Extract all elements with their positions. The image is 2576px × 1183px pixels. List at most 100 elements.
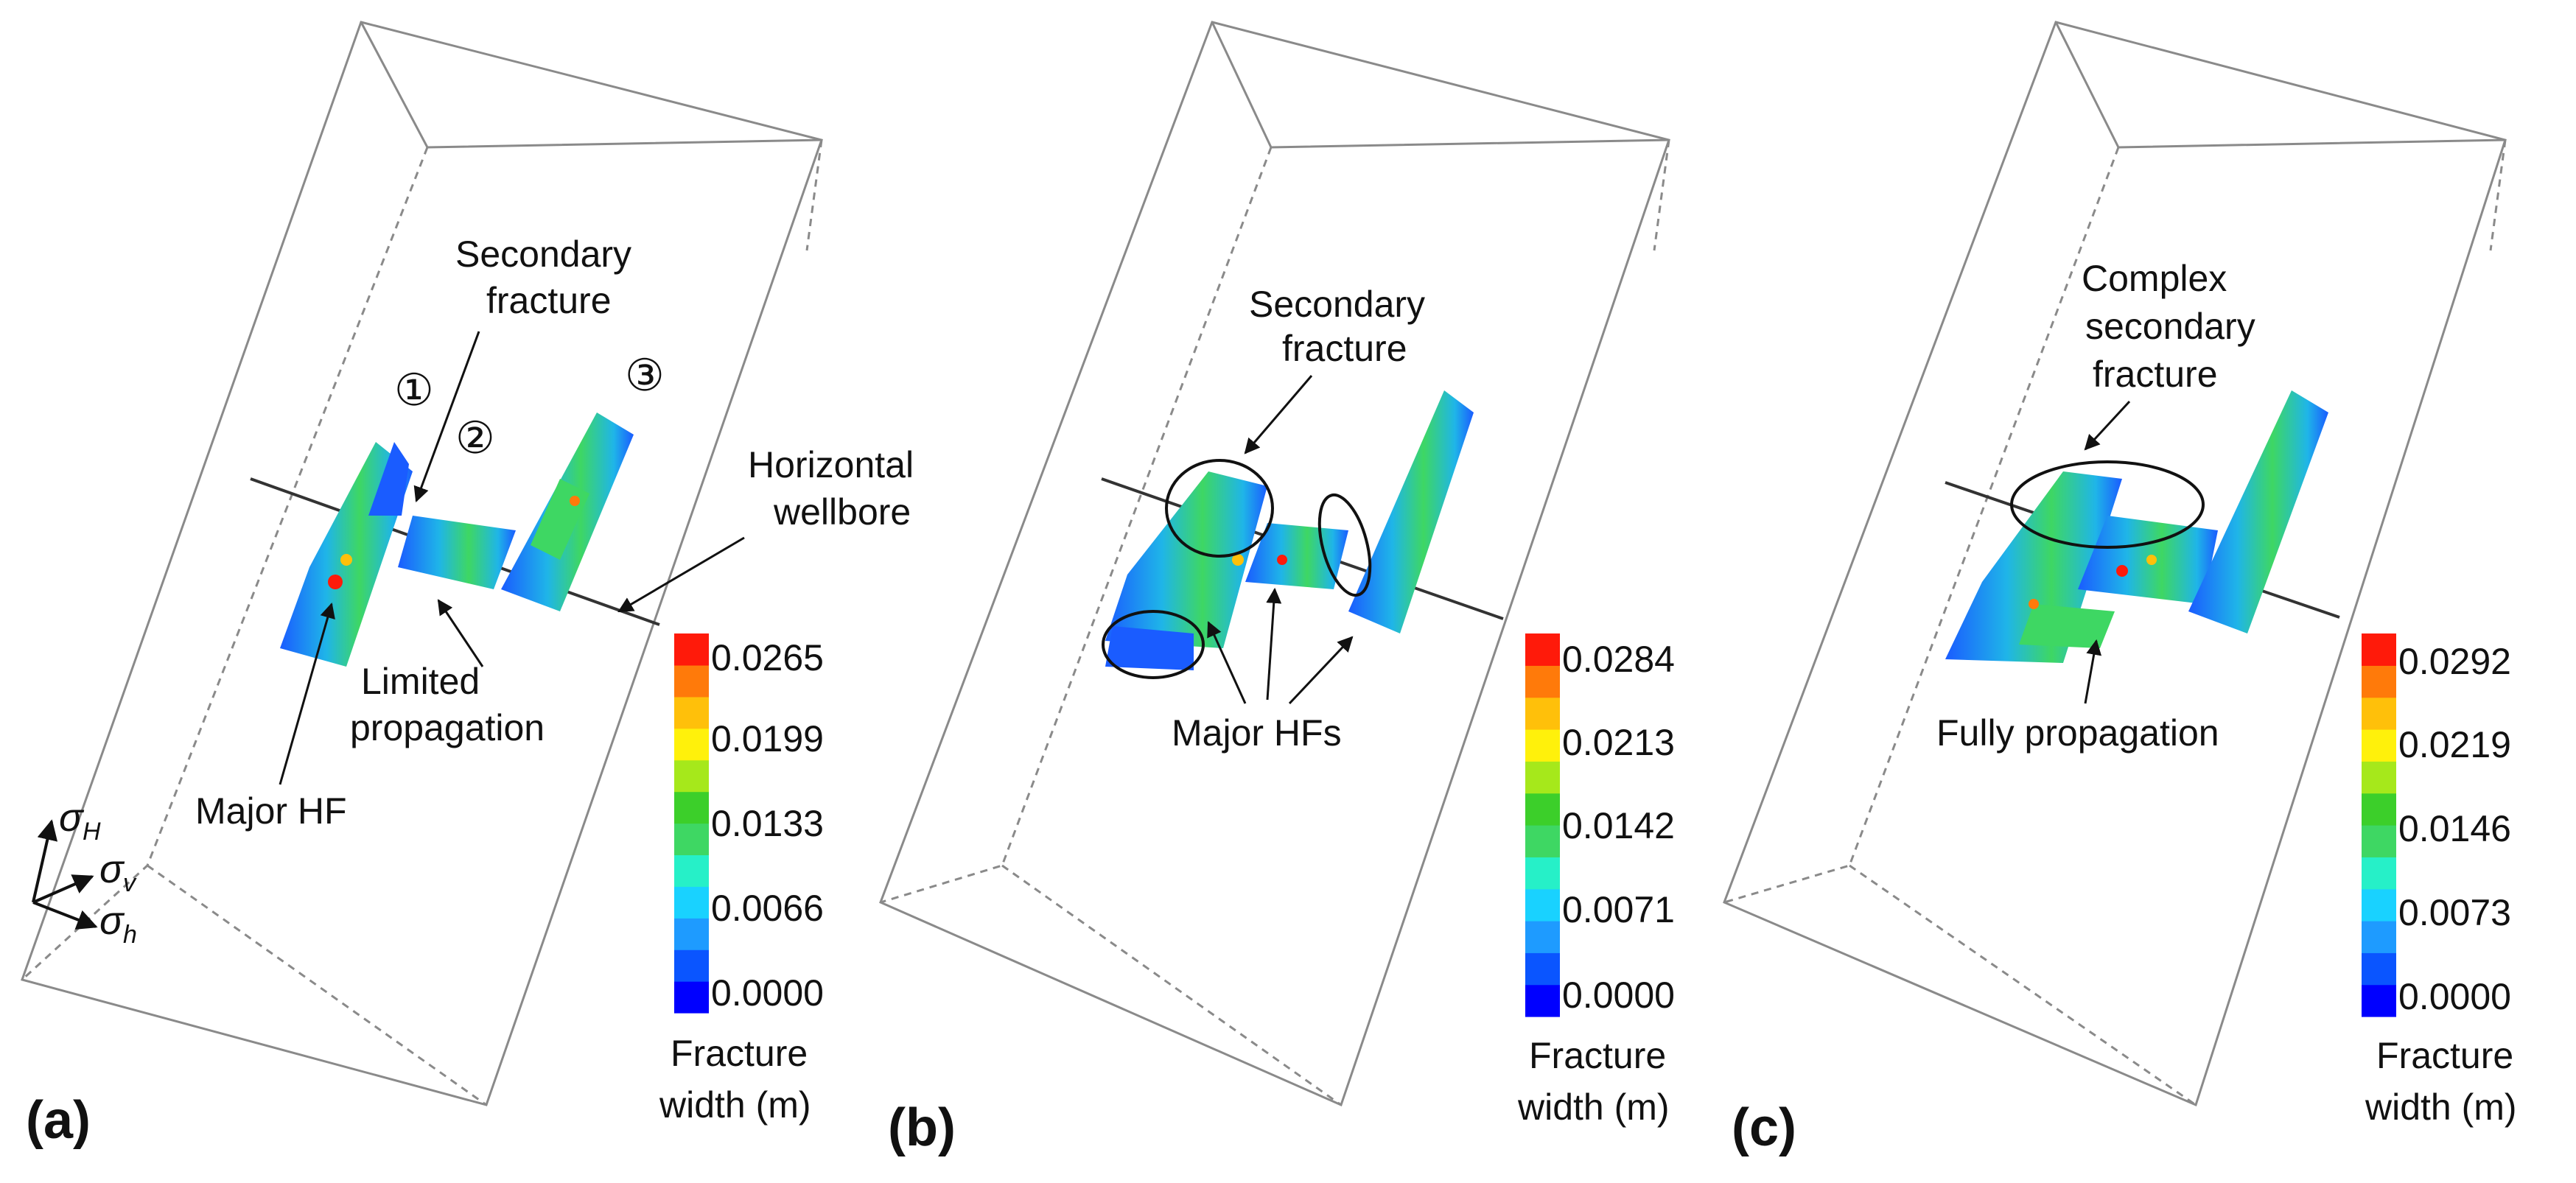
colorbar-tick: 0.0066 bbox=[711, 888, 824, 929]
svg-text:②: ② bbox=[455, 413, 495, 463]
colorbar-tick: 0.0000 bbox=[2398, 976, 2511, 1017]
colorbar-title: width (m) bbox=[1517, 1087, 1670, 1128]
domain-box bbox=[1723, 21, 2507, 1107]
annotation-major-hfs: Major HFs bbox=[1172, 587, 1354, 754]
annotation-major-hf: Major HF bbox=[195, 602, 347, 832]
fracture-cloud bbox=[1945, 390, 2328, 663]
colorbar-segment bbox=[2362, 921, 2396, 953]
panel-label: (b) bbox=[888, 1098, 956, 1157]
colorbar-tick: 0.0000 bbox=[711, 972, 824, 1014]
colorbar-segment bbox=[1525, 857, 1560, 890]
colorbar-segment bbox=[1525, 793, 1560, 826]
colorbar-tick: 0.0133 bbox=[711, 803, 824, 844]
annotation-secondary-fracture: Secondary fracture bbox=[413, 234, 631, 502]
panel-label: (a) bbox=[26, 1091, 91, 1150]
svg-text:Limited: Limited bbox=[361, 661, 480, 702]
colorbar-segment bbox=[2362, 697, 2396, 730]
colorbar-segment bbox=[674, 759, 709, 793]
panel-c: Complex secondary fracture Fully propaga… bbox=[1723, 21, 2517, 1157]
svg-text:fracture: fracture bbox=[2093, 354, 2218, 395]
colorbar-segment bbox=[1525, 697, 1560, 730]
annotation-horizontal-wellbore: Horizontal wellbore bbox=[617, 444, 914, 613]
colorbar-tick: 0.0071 bbox=[1562, 889, 1675, 930]
svg-text:σ: σ bbox=[99, 847, 125, 891]
colorbar-title: Fracture bbox=[2376, 1035, 2513, 1076]
colorbar-segment bbox=[1525, 633, 1560, 666]
colorbar-segment bbox=[674, 823, 709, 856]
colorbar-segment bbox=[2362, 984, 2396, 1017]
svg-text:v: v bbox=[123, 869, 137, 897]
highlight-ellipses bbox=[2010, 460, 2205, 549]
colorbar-tick: 0.0142 bbox=[1562, 805, 1675, 846]
svg-text:h: h bbox=[123, 921, 137, 949]
colorbar-segment bbox=[674, 728, 709, 761]
colorbar-segment bbox=[674, 854, 709, 887]
colorbar-segment bbox=[1525, 761, 1560, 794]
annotation-fully-propagation: Fully propagation bbox=[1936, 639, 2219, 754]
stress-axes: σ H σ v σ h bbox=[32, 796, 137, 949]
panel-a: Secondary fracture ① ② ③ Horizontal well… bbox=[21, 21, 914, 1150]
colorbar-tick: 0.0265 bbox=[711, 637, 824, 678]
colorbar-tick: 0.0292 bbox=[2398, 641, 2511, 682]
highlight-ellipses bbox=[1102, 459, 1372, 679]
svg-text:Horizontal: Horizontal bbox=[748, 444, 914, 485]
colorbar-segment bbox=[2362, 633, 2396, 666]
colorbar-segment bbox=[2362, 793, 2396, 826]
colorbar-tick: 0.0000 bbox=[1562, 975, 1675, 1016]
colorbar-segment bbox=[674, 791, 709, 824]
panel-label: (c) bbox=[1732, 1098, 1796, 1157]
svg-text:①: ① bbox=[394, 365, 434, 415]
colorbar-segment bbox=[1525, 888, 1560, 922]
panel-b: Secondary fracture Major HFs 0.0284 0.02… bbox=[879, 21, 1675, 1157]
colorbar-tick: 0.0213 bbox=[1562, 722, 1675, 763]
colorbar-segment bbox=[674, 696, 709, 729]
colorbar-segment bbox=[1525, 729, 1560, 762]
domain-box bbox=[879, 21, 1670, 1107]
colorbar-tick: 0.0146 bbox=[2398, 808, 2511, 849]
colorbar-segment bbox=[674, 949, 709, 982]
fracture-numbers: ① ② ③ bbox=[394, 351, 665, 463]
svg-text:H: H bbox=[83, 818, 101, 846]
colorbar-segment bbox=[2362, 888, 2396, 922]
svg-text:σ: σ bbox=[99, 899, 125, 943]
fracture-cloud bbox=[1105, 390, 1474, 670]
colorbar-title: width (m) bbox=[2365, 1087, 2517, 1128]
svg-text:secondary: secondary bbox=[2085, 306, 2255, 347]
annotation-limited-propagation: Limited propagation bbox=[350, 599, 545, 748]
annotation-complex-secondary-fracture: Complex secondary fracture bbox=[2082, 258, 2255, 451]
colorbar-segment bbox=[2362, 857, 2396, 890]
svg-text:fracture: fracture bbox=[1282, 328, 1407, 369]
colorbar-segment bbox=[674, 918, 709, 950]
annotation-secondary-fracture: Secondary fracture bbox=[1244, 284, 1425, 454]
colorbar-segment bbox=[1525, 825, 1560, 857]
svg-text:wellbore: wellbore bbox=[773, 491, 911, 533]
colorbar-segment bbox=[2362, 665, 2396, 698]
svg-text:σ: σ bbox=[59, 796, 85, 840]
colorbar: 0.0265 0.0199 0.0133 0.0066 0.0000 Fract… bbox=[659, 633, 824, 1126]
colorbar: 0.0284 0.0213 0.0142 0.0071 0.0000 Fract… bbox=[1517, 633, 1675, 1128]
svg-text:propagation: propagation bbox=[350, 707, 545, 748]
colorbar-tick: 0.0284 bbox=[1562, 639, 1675, 680]
colorbar-segment bbox=[674, 981, 709, 1014]
colorbar: 0.0292 0.0219 0.0146 0.0073 0.0000 Fract… bbox=[2362, 633, 2517, 1128]
colorbar-segment bbox=[2362, 825, 2396, 857]
colorbar-segment bbox=[1525, 921, 1560, 953]
colorbar-title: width (m) bbox=[659, 1084, 811, 1126]
svg-text:Major HF: Major HF bbox=[195, 790, 347, 832]
fracture-cloud bbox=[280, 413, 634, 667]
colorbar-title: Fracture bbox=[1529, 1035, 1666, 1076]
svg-text:Complex: Complex bbox=[2082, 258, 2227, 299]
colorbar-tick: 0.0219 bbox=[2398, 724, 2511, 765]
svg-text:Major HFs: Major HFs bbox=[1172, 712, 1342, 754]
svg-text:Secondary: Secondary bbox=[455, 234, 631, 275]
svg-text:Fully propagation: Fully propagation bbox=[1936, 712, 2219, 754]
colorbar-segment bbox=[674, 633, 709, 666]
colorbar-tick: 0.0199 bbox=[711, 718, 824, 759]
colorbar-segment bbox=[2362, 952, 2396, 986]
svg-text:③: ③ bbox=[625, 351, 665, 400]
colorbar-segment bbox=[1525, 984, 1560, 1017]
colorbar-segment bbox=[674, 886, 709, 919]
colorbar-segment bbox=[2362, 729, 2396, 762]
colorbar-segment bbox=[2362, 761, 2396, 794]
